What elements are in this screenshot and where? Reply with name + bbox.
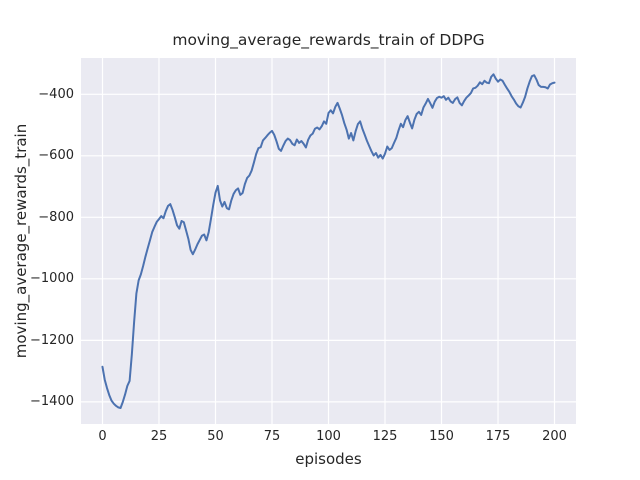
x-tick-label: 25 — [150, 429, 168, 444]
x-tick-label: 125 — [372, 429, 398, 444]
y-tick-label: −1400 — [30, 394, 74, 410]
x-tick-label: 175 — [485, 429, 511, 444]
y-tick-label: −600 — [38, 148, 74, 164]
x-tick-label: 50 — [207, 429, 224, 444]
y-tick-label: −1000 — [30, 271, 74, 287]
x-axis-label: episodes — [295, 450, 362, 468]
x-tick-label: 150 — [429, 429, 454, 444]
plot-area — [81, 58, 576, 424]
x-tick-label: 100 — [316, 429, 341, 444]
x-tick-label: 75 — [263, 429, 281, 444]
y-tick-label: −400 — [38, 86, 74, 102]
x-tick-label: 0 — [98, 429, 107, 444]
line-chart — [81, 58, 576, 424]
chart-title: moving_average_rewards_train of DDPG — [172, 31, 485, 49]
line-series — [101, 73, 556, 410]
y-tick-label: −1200 — [30, 332, 74, 348]
x-tick-label: 200 — [542, 429, 567, 444]
y-tick-label: −800 — [38, 209, 74, 225]
